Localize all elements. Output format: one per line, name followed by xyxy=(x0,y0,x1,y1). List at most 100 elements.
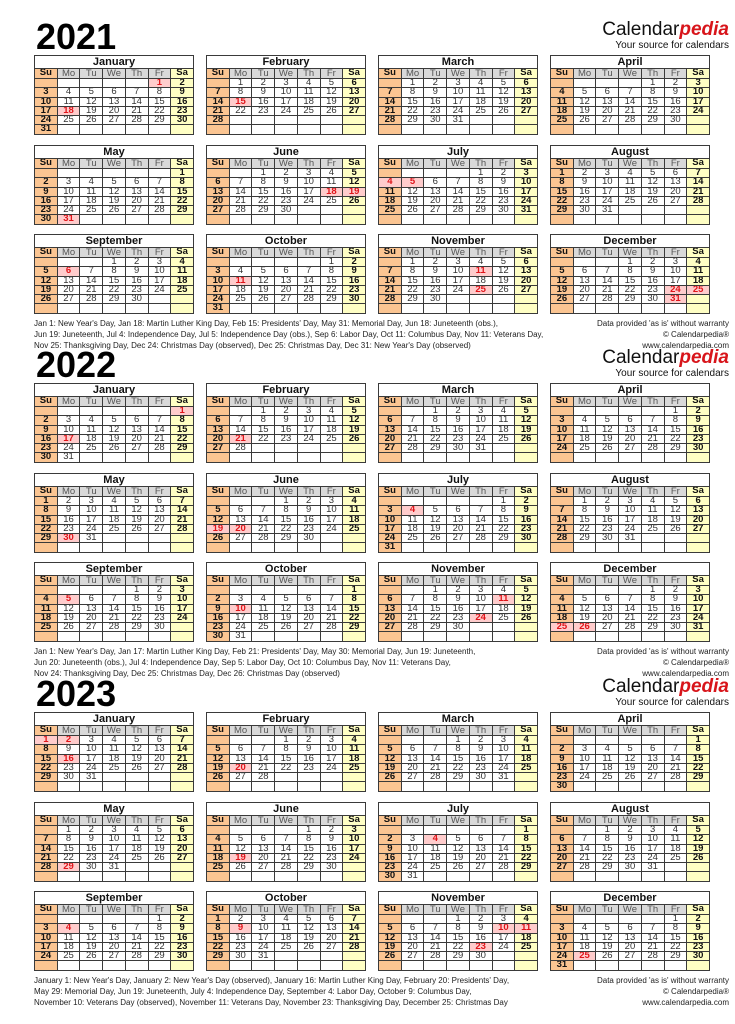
day-cell[interactable]: 24 xyxy=(342,852,366,864)
day-cell[interactable]: 11 xyxy=(640,505,665,516)
day-cell[interactable]: 30 xyxy=(468,772,493,783)
day-cell[interactable]: 19 xyxy=(319,96,344,107)
day-cell[interactable]: 3 xyxy=(446,77,470,89)
day-cell[interactable]: 25 xyxy=(251,622,276,633)
day-cell[interactable]: 20 xyxy=(251,852,276,864)
day-cell[interactable]: 23 xyxy=(296,762,321,774)
day-cell[interactable]: 4 xyxy=(102,734,126,746)
day-cell[interactable]: 20 xyxy=(206,433,230,445)
day-cell[interactable]: 7 xyxy=(79,266,104,277)
day-cell[interactable]: 1 xyxy=(251,167,276,179)
day-cell[interactable]: 9 xyxy=(446,415,470,426)
day-cell[interactable]: 15 xyxy=(147,96,172,107)
day-cell[interactable]: 27 xyxy=(640,772,665,783)
day-cell[interactable]: 9 xyxy=(34,424,58,435)
day-cell[interactable]: 19 xyxy=(274,612,298,624)
day-cell[interactable]: 15 xyxy=(274,753,298,764)
day-cell[interactable]: 7 xyxy=(102,594,126,605)
day-cell[interactable]: 4 xyxy=(342,734,366,746)
day-cell[interactable]: 8 xyxy=(400,266,425,277)
day-cell[interactable]: 12 xyxy=(206,753,230,764)
day-cell[interactable]: 23 xyxy=(491,195,516,207)
day-cell[interactable]: 20 xyxy=(342,96,366,107)
day-cell[interactable]: 15 xyxy=(319,275,344,286)
day-cell[interactable]: 6 xyxy=(663,167,688,179)
day-cell[interactable]: 12 xyxy=(618,753,642,764)
day-cell[interactable]: 10 xyxy=(102,834,126,845)
day-cell[interactable]: 19 xyxy=(686,843,710,854)
day-cell[interactable]: 21 xyxy=(170,514,194,525)
day-cell[interactable]: 13 xyxy=(595,603,620,614)
day-cell[interactable]: 16 xyxy=(686,424,710,435)
day-cell[interactable]: 6 xyxy=(572,266,597,277)
day-cell[interactable]: 1 xyxy=(491,495,516,507)
day-cell[interactable]: 9 xyxy=(640,266,665,277)
day-cell[interactable]: 24 xyxy=(34,115,58,126)
day-cell[interactable]: 24 xyxy=(147,284,172,296)
day-cell[interactable]: 9 xyxy=(468,923,493,934)
day-cell[interactable]: 6 xyxy=(378,415,402,426)
day-cell[interactable]: 15 xyxy=(34,753,58,764)
day-cell[interactable]: 19 xyxy=(342,424,366,435)
day-cell[interactable]: 24 xyxy=(550,443,574,454)
day-cell[interactable]: 23 xyxy=(147,612,172,624)
day-cell[interactable]: 11 xyxy=(618,177,642,188)
day-cell[interactable]: 25 xyxy=(595,772,620,783)
day-cell[interactable]: 8 xyxy=(663,415,688,426)
day-cell[interactable]: 19 xyxy=(206,762,230,774)
day-cell[interactable]: 3 xyxy=(640,824,665,836)
day-cell[interactable]: 13 xyxy=(618,424,642,435)
day-cell[interactable]: 10 xyxy=(550,424,574,435)
day-cell[interactable]: 13 xyxy=(468,843,493,854)
day-cell[interactable]: 7 xyxy=(640,415,665,426)
day-cell[interactable]: 8 xyxy=(56,834,81,845)
day-cell[interactable]: 7 xyxy=(206,87,230,98)
day-cell[interactable]: 22 xyxy=(296,852,321,864)
day-cell[interactable]: 17 xyxy=(468,424,493,435)
day-cell[interactable]: 17 xyxy=(319,753,344,764)
day-cell[interactable]: 30 xyxy=(170,951,194,962)
day-cell[interactable]: 21 xyxy=(378,105,402,117)
day-cell[interactable]: 7 xyxy=(618,87,642,98)
day-cell[interactable]: 9 xyxy=(206,603,230,614)
day-cell[interactable]: 26 xyxy=(206,533,230,544)
day-cell[interactable]: 24 xyxy=(468,433,493,445)
day-cell[interactable]: 24 xyxy=(206,294,230,305)
day-cell[interactable]: 19 xyxy=(251,284,276,296)
day-cell[interactable]: 11 xyxy=(595,753,620,764)
day-cell[interactable]: 25 xyxy=(491,433,516,445)
day-cell[interactable]: 18 xyxy=(378,195,402,207)
day-cell[interactable]: 21 xyxy=(640,433,665,445)
day-cell[interactable]: 30 xyxy=(618,862,642,873)
day-cell[interactable]: 17 xyxy=(251,932,276,943)
holiday-cell[interactable]: 24 xyxy=(663,284,688,296)
day-cell[interactable]: 11 xyxy=(423,843,448,854)
day-cell[interactable]: 14 xyxy=(663,753,688,764)
day-cell[interactable]: 19 xyxy=(423,523,448,535)
day-cell[interactable]: 18 xyxy=(170,275,194,286)
day-cell[interactable]: 3 xyxy=(342,824,366,836)
day-cell[interactable]: 26 xyxy=(251,294,276,305)
day-cell[interactable]: 6 xyxy=(640,744,665,755)
day-cell[interactable]: 2 xyxy=(640,256,665,268)
day-cell[interactable]: 22 xyxy=(34,762,58,774)
day-cell[interactable]: 10 xyxy=(686,87,710,98)
day-cell[interactable]: 27 xyxy=(378,443,402,454)
day-cell[interactable]: 1 xyxy=(618,256,642,268)
day-cell[interactable]: 5 xyxy=(124,495,149,507)
day-cell[interactable]: 24 xyxy=(296,195,321,207)
day-cell[interactable]: 1 xyxy=(663,405,688,417)
day-cell[interactable]: 17 xyxy=(618,514,642,525)
day-cell[interactable]: 5 xyxy=(491,256,516,268)
day-cell[interactable]: 1 xyxy=(342,584,366,596)
day-cell[interactable]: 25 xyxy=(378,205,402,216)
day-cell[interactable]: 18 xyxy=(251,612,276,624)
day-cell[interactable]: 2 xyxy=(572,167,597,179)
day-cell[interactable]: 27 xyxy=(228,772,253,783)
day-cell[interactable]: 4 xyxy=(124,824,149,836)
day-cell[interactable]: 25 xyxy=(319,195,344,207)
day-cell[interactable]: 2 xyxy=(56,495,81,507)
day-cell[interactable]: 2 xyxy=(423,77,448,89)
day-cell[interactable]: 20 xyxy=(595,105,620,117)
day-cell[interactable]: 7 xyxy=(572,834,597,845)
